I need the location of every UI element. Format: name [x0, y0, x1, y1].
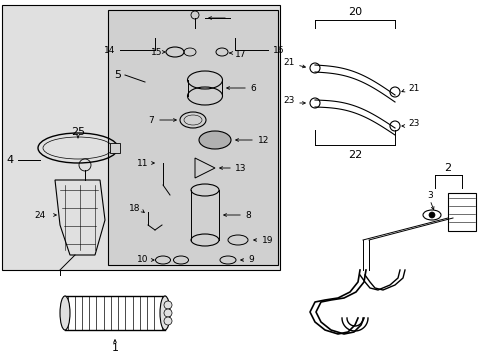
Circle shape	[163, 317, 172, 325]
Circle shape	[163, 309, 172, 317]
Ellipse shape	[60, 296, 70, 330]
Text: 23: 23	[283, 95, 294, 104]
Circle shape	[428, 212, 434, 218]
Ellipse shape	[199, 131, 230, 149]
Ellipse shape	[160, 296, 170, 330]
Text: 24: 24	[34, 211, 45, 220]
Text: 2: 2	[444, 163, 450, 173]
Text: 22: 22	[347, 150, 362, 160]
Text: 11: 11	[136, 158, 148, 167]
Text: 17: 17	[235, 50, 246, 59]
Text: 9: 9	[247, 256, 253, 265]
Text: 3: 3	[426, 190, 432, 199]
Text: 13: 13	[235, 163, 246, 172]
Text: 7: 7	[148, 116, 153, 125]
Text: 1: 1	[111, 343, 118, 353]
Text: 4: 4	[6, 155, 14, 165]
Text: 21: 21	[283, 58, 294, 67]
Text: 20: 20	[347, 7, 361, 17]
Text: 6: 6	[249, 84, 255, 93]
Text: 10: 10	[136, 256, 148, 265]
Text: 19: 19	[262, 235, 273, 244]
Bar	[2, 5, 280, 270]
Text: 15: 15	[150, 48, 162, 57]
Text: 23: 23	[407, 118, 419, 127]
Bar	[110, 143, 120, 153]
Text: 18: 18	[128, 203, 140, 212]
Text: 14: 14	[103, 45, 115, 54]
Text: 5: 5	[114, 70, 121, 80]
Circle shape	[163, 301, 172, 309]
Text: 12: 12	[258, 135, 269, 144]
Text: 16: 16	[272, 45, 284, 54]
Text: 21: 21	[407, 84, 419, 93]
Text: 25: 25	[71, 127, 85, 137]
Bar	[108, 10, 278, 265]
Text: 8: 8	[244, 211, 250, 220]
